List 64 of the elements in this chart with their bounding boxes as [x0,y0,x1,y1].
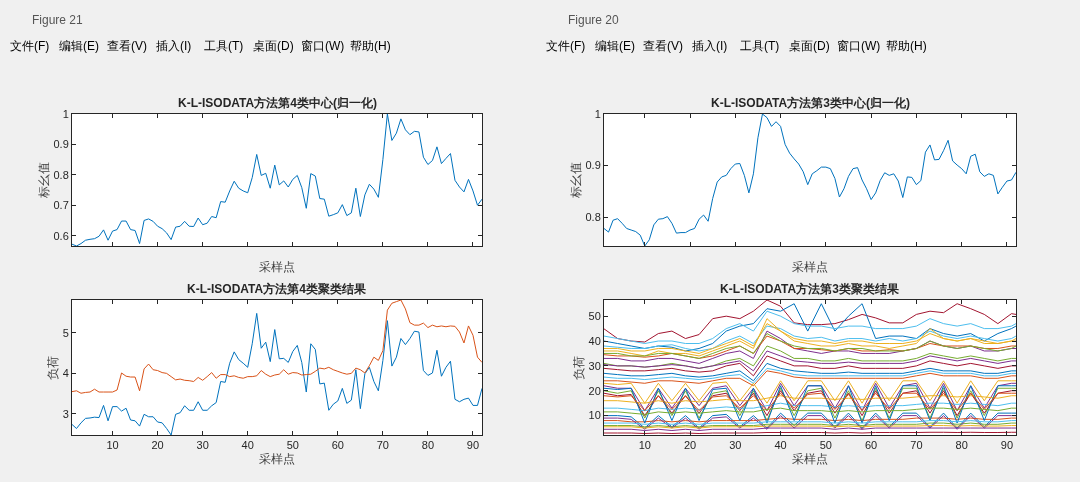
x-axis-title: 采样点 [792,452,828,467]
text: 插入(I) [156,39,192,53]
y-tick-label: 0.8 [585,210,601,223]
y-tick-label: 5 [62,326,69,339]
x-axis-title: 采样点 [792,259,828,274]
x-tick-label: 10 [638,439,651,452]
y-tick-label: 0.9 [53,138,69,151]
text: 帮助(H) [350,39,391,53]
y-tick-label: 10 [588,409,601,422]
x-tick-label: 20 [151,439,164,452]
text: 帮助(H) [886,39,927,53]
text: 工具(T) [204,39,244,53]
x-tick-label: 80 [955,439,968,452]
x-tick-label: 60 [864,439,878,452]
y-tick-label: 1 [594,107,601,120]
y-tick-label: 3 [62,407,69,420]
x-tick-label: 50 [286,439,299,452]
chart-title: K-L-ISODATA方法第3类聚类结果 [720,282,900,296]
y-tick-label: 0.6 [53,229,69,242]
x-tick-label: 40 [241,439,254,452]
y-axis-title: 负荷 [571,355,586,380]
x-tick-label: 90 [466,439,480,452]
x-axis-title: 采样点 [259,452,295,467]
x-tick-label: 30 [196,439,209,452]
x-tick-label: 80 [421,439,435,452]
text: 查看(V) [643,39,683,53]
y-axis-title: 标幺值 [568,162,583,199]
y-tick-label: 50 [588,310,601,323]
y-tick-label: 30 [588,359,601,372]
x-tick-label: 60 [331,439,344,452]
x-tick-label: 70 [376,439,390,452]
text: 窗口(W) [301,39,345,53]
caption: Figure 21 [32,13,84,27]
x-tick-label: 90 [1000,439,1014,452]
chart-title: K-L-ISODATA方法第3类中心(归一化) [711,96,910,110]
text: 编辑(E) [59,39,99,53]
x-tick-label: 40 [774,439,787,452]
x-tick-label: 10 [106,439,119,452]
y-axis-title: 负荷 [45,355,60,380]
x-axis-title: 采样点 [259,259,295,274]
text: 桌面(D) [253,39,294,53]
y-tick-label: 4 [62,367,69,380]
y-tick-label: 0.9 [585,159,601,172]
text: 文件(F) [10,39,50,53]
x-tick-label: 50 [819,439,832,452]
text: 文件(F) [546,39,586,53]
y-tick-label: 40 [588,334,601,347]
text: 桌面(D) [789,39,830,53]
y-tick-label: 0.8 [53,168,69,181]
y-axis-title: 标幺值 [36,162,51,199]
text: 插入(I) [692,39,728,53]
text: 查看(V) [107,39,147,53]
chart-title: K-L-ISODATA方法第4类聚类结果 [187,282,367,296]
caption: Figure 20 [568,13,620,27]
y-tick-label: 0.7 [53,199,69,212]
text: 工具(T) [740,39,780,53]
text: 窗口(W) [837,39,881,53]
x-tick-label: 30 [729,439,742,452]
x-tick-label: 70 [910,439,923,452]
chart-title: K-L-ISODATA方法第4类中心(归一化) [178,96,377,110]
y-tick-label: 20 [588,384,601,397]
y-tick-label: 1 [62,107,69,120]
x-tick-label: 20 [683,439,697,452]
text: 编辑(E) [595,39,635,53]
